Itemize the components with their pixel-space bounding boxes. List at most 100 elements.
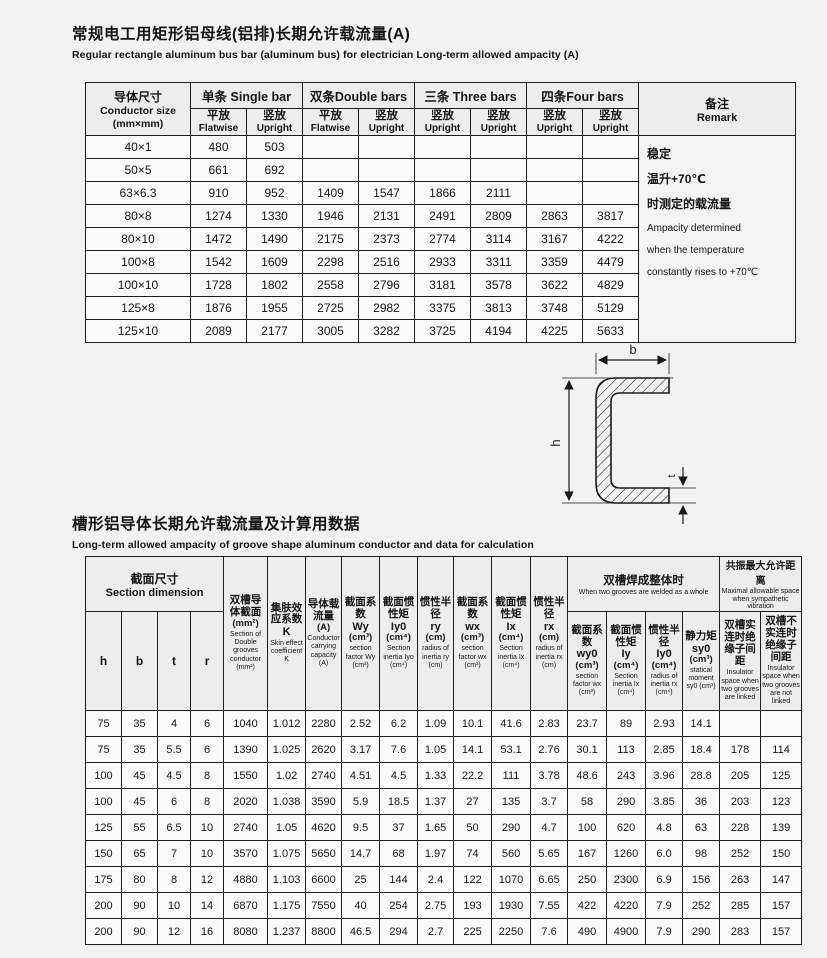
header-text-line: section factor Wy (cm³): [345, 645, 376, 669]
data-cell: 139: [760, 814, 803, 842]
header-text-line: constantly rises to +70℃: [647, 266, 759, 278]
data-cell: 178: [719, 736, 762, 764]
data-cell: 1.37: [417, 788, 455, 816]
column-header: 双槽导体截面 (mm²) Section of Double grooves con…: [223, 555, 269, 712]
data-cell: 14.1: [682, 710, 721, 738]
data-cell: 4880: [223, 866, 269, 894]
table-row: 125×10 2089 2177 3005 3282 3725 4194 4225 5633: [85, 319, 796, 343]
data-cell: 18.4: [682, 736, 721, 764]
header-text-line: 稳定: [647, 147, 672, 161]
ampacity-cell: 661: [190, 158, 247, 182]
conductor-size-en: Conductor size: [100, 105, 176, 118]
ampacity-cell: 2725: [302, 296, 359, 320]
data-cell: 5.65: [530, 840, 569, 868]
data-cell: 3.17: [341, 736, 381, 764]
data-cell: 89: [606, 710, 647, 738]
header-text-line: radius of inertia rx (cm): [535, 645, 563, 669]
welded-group-zh: 双槽焊成整体时: [603, 574, 684, 587]
data-cell: 290: [682, 918, 721, 946]
ampacity-cell: 480: [190, 135, 247, 159]
data-cell: 3590: [305, 788, 343, 816]
data-cell: 1.237: [267, 918, 307, 946]
table-row: 175 80 8 12 4880 1.103 6600 25 144 2.4 122 1070 6.65…: [85, 866, 803, 894]
data-cell: 68: [379, 840, 419, 868]
column-header: 截面惯性矩 Ix (cm⁴) Section inertia Ix (cm⁴): [491, 555, 532, 712]
groove-conductor-table: 截面尺寸 Section dimension 双槽导体截面 (mm²) Sectio…: [84, 555, 803, 946]
column-header: 惯性半径 Iy0 (cm⁴) radius of inertia rx (cm⁴): [645, 611, 684, 712]
data-cell: 6: [189, 736, 225, 764]
header-text-line: Section inertia Iyo (cm⁴): [383, 645, 414, 669]
ampacity-cell: 1409: [302, 181, 359, 205]
data-cell: 4.5: [379, 762, 419, 790]
header-text-line: 竖放: [431, 110, 454, 123]
data-cell: 3570: [223, 840, 269, 868]
data-cell: 263: [719, 866, 762, 894]
ampacity-cell: 3167: [526, 227, 584, 251]
data-cell: 4.51: [341, 762, 381, 790]
ampacity-cell: 910: [190, 181, 247, 205]
data-cell: 41.6: [491, 710, 532, 738]
data-cell: 193: [453, 892, 493, 920]
orientation-header: 平放 Flatwise: [190, 108, 247, 136]
data-cell: 1040: [223, 710, 269, 738]
data-cell: 1.025: [267, 736, 307, 764]
data-cell: 48.6: [567, 762, 608, 790]
header-text-line: 温升+70℃: [647, 172, 706, 187]
data-cell: 7.6: [530, 918, 569, 946]
conductor-size-cell: 80×10: [85, 227, 191, 251]
ampacity-cell: 3813: [469, 296, 528, 320]
dimension-letter-header: h: [85, 611, 122, 712]
table-row: 100 45 4.5 8 1550 1.02 2740 4.51 4.5 1.33 22.2 111 3…: [85, 762, 803, 790]
table2-title-block: 槽形铝导体长期允许载流量及计算用数据 Long-term allowed amp…: [72, 512, 534, 551]
data-cell: 150: [760, 840, 803, 868]
header-text-line: 截面系数: [456, 596, 489, 621]
data-cell: 22.2: [453, 762, 493, 790]
orientation-header: 竖放 Upright: [414, 108, 471, 136]
dimension-letter-header: b: [121, 611, 158, 712]
column-header: 截面系数 wx (cm³) section factor wx (cm³): [453, 555, 493, 712]
data-cell: 113: [606, 736, 647, 764]
data-cell: 8800: [305, 918, 343, 946]
header-text-line: Iy0: [656, 648, 672, 661]
header-text-line: (cm⁴): [386, 632, 411, 644]
header-text-line: Upright: [368, 122, 405, 134]
data-cell: 16: [189, 918, 225, 946]
header-text-line: Iy0: [390, 620, 407, 633]
conductor-size-cell: 40×1: [85, 135, 191, 159]
ampacity-cell: 3748: [526, 296, 584, 320]
ampacity-cell: 2982: [358, 296, 415, 320]
header-text-line: 惯性半径: [648, 623, 680, 648]
header-text-line: (mm²): [232, 617, 259, 629]
header-text-line: sy0: [691, 642, 711, 655]
data-cell: 111: [491, 762, 532, 790]
data-cell: 55: [121, 814, 158, 842]
data-cell: 200: [85, 918, 122, 946]
data-cell: 1.103: [267, 866, 307, 894]
data-cell: 1.65: [417, 814, 455, 842]
data-cell: 40: [341, 892, 381, 920]
data-cell: 3.7: [530, 788, 569, 816]
header-text-line: wy0: [576, 648, 598, 661]
header-text-line: 导体载流量: [307, 598, 340, 623]
data-cell: 2.76: [530, 736, 569, 764]
column-header: 截面系数 Wy (cm³) section factor Wy (cm³): [341, 555, 381, 712]
ampacity-cell: 3375: [414, 296, 471, 320]
ampacity-cell: 2177: [246, 319, 303, 343]
ampacity-cell: 1274: [190, 204, 247, 228]
header-text-line: 竖放: [263, 110, 286, 123]
header-text-line: (cm⁴): [613, 659, 639, 671]
ampacity-cell: 2774: [414, 227, 471, 251]
ampacity-cell: 2491: [414, 204, 471, 228]
data-cell: 2300: [606, 866, 647, 894]
ampacity-cell: 5129: [582, 296, 640, 320]
table-row: 100×10 1728 1802 2558 2796 3181 3578 3622 4829: [85, 273, 796, 297]
data-cell: 2.75: [417, 892, 455, 920]
data-cell: 250: [567, 866, 608, 894]
data-cell: 5.9: [341, 788, 381, 816]
resonance-group-en: Maximal allowable space when sympathetic…: [721, 588, 800, 611]
header-text-line: 竖放: [543, 110, 567, 123]
data-cell: 14.1: [453, 736, 493, 764]
data-cell: 5.5: [157, 736, 191, 764]
data-cell: 6: [189, 710, 225, 738]
